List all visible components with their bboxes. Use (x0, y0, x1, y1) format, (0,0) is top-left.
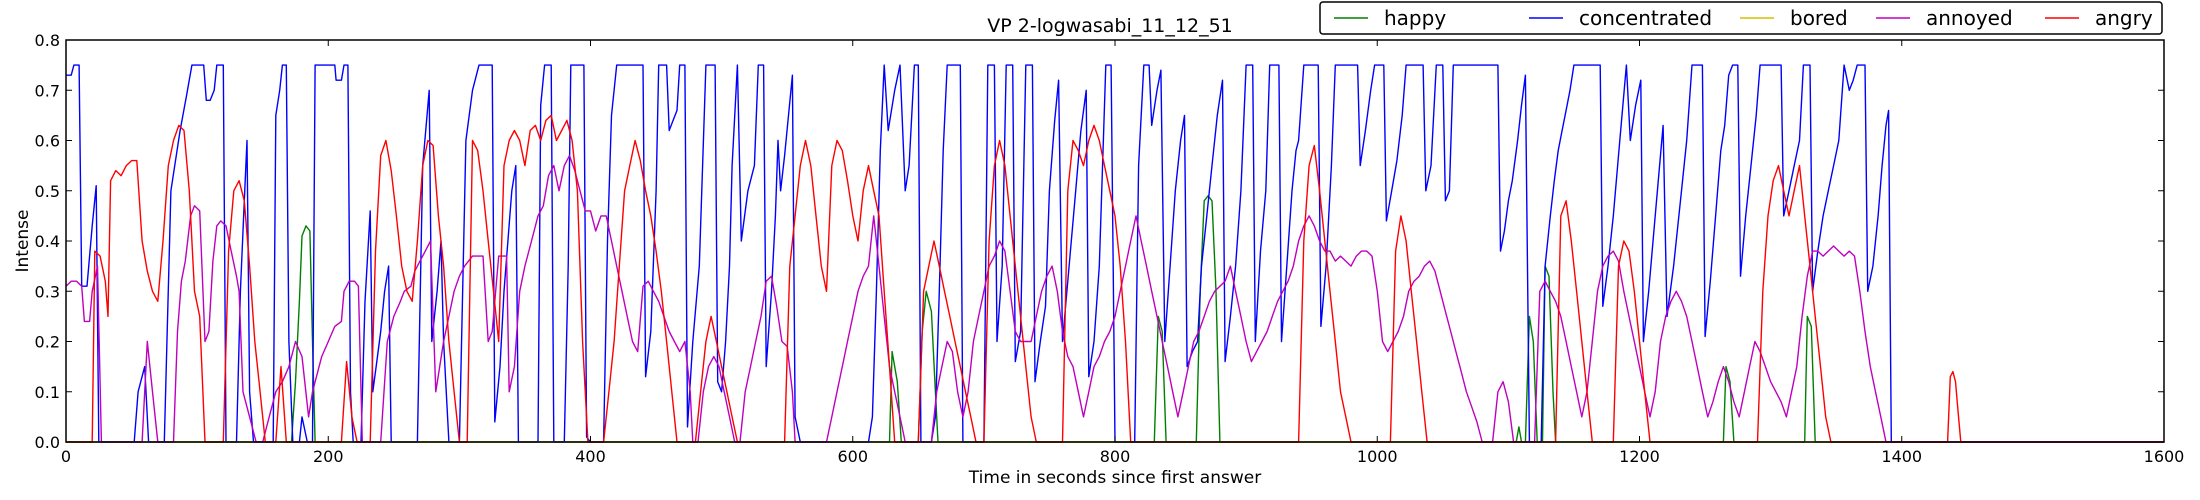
y-axis-label: Intense (13, 209, 33, 272)
chart-title: VP 2-logwasabi_11_12_51 (987, 15, 1233, 37)
x-tick-label: 1400 (1881, 447, 1922, 466)
x-tick-label: 0 (61, 447, 71, 466)
legend-items: happy concentrated bored annoyed angry (1334, 6, 2153, 30)
axis-ticks: 0 200 400 600 800 1000 1200 1400 1600 0.0 0.1 0.2 0.… (35, 31, 2185, 466)
x-tick-label: 600 (837, 447, 868, 466)
legend-label: concentrated (1579, 6, 1712, 30)
x-axis-label: Time in seconds since first answer (968, 468, 1261, 488)
x-tick-label: 1000 (1357, 447, 1398, 466)
y-tick-label: 0.1 (35, 383, 60, 402)
x-tick-label: 800 (1100, 447, 1131, 466)
series-line-concentrated (66, 64, 2164, 443)
legend-item-bored: bored (1740, 6, 1848, 30)
legend-label: annoyed (1926, 6, 2013, 30)
y-tick-label: 0.2 (35, 333, 60, 352)
y-tick-label: 0.3 (35, 282, 60, 301)
series-line-annoyed (65, 154, 2164, 443)
y-tick-label: 0.5 (35, 182, 60, 201)
legend: happy concentrated bored annoyed angry (1319, 1, 2163, 35)
y-tick-label: 0.7 (35, 81, 60, 100)
y-tick-label: 0.6 (35, 132, 60, 151)
legend-item-concentrated: concentrated (1529, 6, 1712, 30)
x-tick-label: 200 (313, 447, 344, 466)
legend-label: angry (2095, 6, 2153, 30)
y-tick-label: 0.8 (35, 31, 60, 50)
legend-label: happy (1384, 6, 1446, 30)
x-tick-label: 400 (575, 447, 606, 466)
legend-item-annoyed: annoyed (1876, 6, 2013, 30)
y-tick-label: 0.4 (35, 232, 60, 251)
legend-label: bored (1790, 6, 1848, 30)
legend-item-angry: angry (2045, 6, 2153, 30)
legend-item-happy: happy (1334, 6, 1446, 30)
x-tick-label: 1600 (2144, 447, 2185, 466)
y-tick-label: 0.0 (35, 433, 60, 452)
x-tick-label: 1200 (1619, 447, 1660, 466)
